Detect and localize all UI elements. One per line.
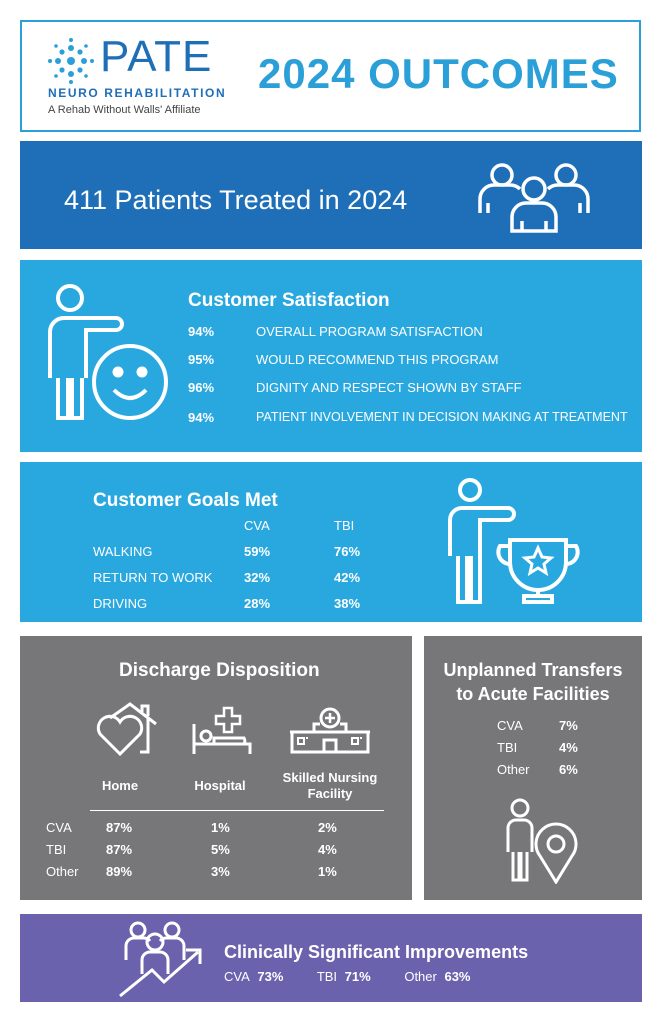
satisfaction-pct: 96% — [188, 380, 215, 395]
discharge-label: Other — [46, 864, 79, 879]
discharge-hospital-value: 1% — [211, 820, 230, 835]
patients-treated-panel: 411 Patients Treated in 2024 — [20, 141, 642, 249]
discharge-disposition-panel: Discharge Disposition Home Hospital Skil… — [20, 636, 412, 900]
clinical-value: 63% — [444, 969, 471, 984]
satisfaction-pct: 94% — [188, 410, 215, 425]
customer-goals-title: Customer Goals Met — [93, 490, 278, 511]
group-with-rising-arrow-icon — [119, 921, 202, 998]
transfers-label: TBI — [497, 740, 518, 755]
transfers-value: 6% — [559, 762, 578, 777]
discharge-snf-value: 4% — [318, 842, 337, 857]
clinical-value: 71% — [344, 969, 371, 984]
satisfaction-label: PATIENT INVOLVEMENT IN DECISION MAKING A… — [256, 410, 628, 424]
goals-tbi-value: 42% — [334, 570, 361, 585]
logo-subtitle: NEURO REHABILITATION — [48, 86, 227, 100]
transfers-title-line2: to Acute Facilities — [456, 684, 610, 704]
goals-label: RETURN TO WORK — [93, 570, 213, 585]
clinical-label: TBI — [316, 969, 338, 984]
discharge-col-snf: Skilled Nursing Facility — [282, 770, 378, 801]
discharge-home-value: 89% — [106, 864, 133, 879]
unplanned-transfers-title: Unplanned Transfers to Acute Facilities — [424, 658, 642, 706]
goals-cva-value: 32% — [244, 570, 271, 585]
goals-cva-value: 28% — [244, 596, 271, 611]
customer-satisfaction-title: Customer Satisfaction — [188, 290, 390, 311]
person-with-trophy-icon — [448, 478, 580, 604]
clinical-improvements-panel: Clinically Significant Improvements CVA … — [20, 914, 642, 1002]
goals-col-tbi: TBI — [334, 518, 355, 533]
snowflake-logo-icon — [48, 38, 94, 84]
clinical-label: Other — [404, 969, 437, 984]
clinical-value: 73% — [257, 969, 284, 984]
hospital-bed-icon — [192, 706, 252, 754]
satisfaction-pct: 95% — [188, 352, 215, 367]
goals-label: DRIVING — [93, 596, 148, 611]
logo-tagline: A Rehab Without Walls' Affiliate — [48, 104, 201, 116]
customer-satisfaction-panel: Customer Satisfaction 94% OVERALL PROGRA… — [20, 260, 642, 452]
discharge-disposition-title: Discharge Disposition — [119, 660, 320, 681]
satisfaction-label: WOULD RECOMMEND THIS PROGRAM — [256, 352, 499, 367]
goals-tbi-value: 76% — [334, 544, 361, 559]
discharge-label: TBI — [46, 842, 67, 857]
transfers-label: CVA — [497, 718, 523, 733]
transfers-value: 4% — [559, 740, 578, 755]
discharge-home-value: 87% — [106, 820, 133, 835]
satisfaction-pct: 94% — [188, 324, 215, 339]
goals-tbi-value: 38% — [334, 596, 361, 611]
discharge-divider — [90, 810, 384, 811]
discharge-home-value: 87% — [106, 842, 133, 857]
clinical-improvements-values: CVA 73% TBI 71% Other 63% — [224, 969, 501, 984]
discharge-col-hospital: Hospital — [194, 778, 246, 793]
person-with-location-pin-icon — [506, 798, 578, 884]
goals-cva-value: 59% — [244, 544, 271, 559]
transfers-label: Other — [497, 762, 530, 777]
unplanned-transfers-panel: Unplanned Transfers to Acute Facilities … — [424, 636, 642, 900]
discharge-snf-value: 1% — [318, 864, 337, 879]
clinical-improvements-title: Clinically Significant Improvements — [224, 942, 529, 962]
page-title: 2024 OUTCOMES — [258, 50, 619, 97]
customer-goals-panel: Customer Goals Met CVA TBI WALKING 59% 7… — [20, 462, 642, 622]
transfers-title-line1: Unplanned Transfers — [443, 660, 623, 680]
patients-treated-text: 411 Patients Treated in 2024 — [64, 185, 408, 215]
discharge-hospital-value: 5% — [211, 842, 230, 857]
transfers-value: 7% — [559, 718, 578, 733]
goals-col-cva: CVA — [244, 518, 270, 533]
discharge-label: CVA — [46, 820, 72, 835]
logo-wordmark: PATE — [100, 32, 213, 81]
goals-label: WALKING — [93, 544, 153, 559]
clinical-label: CVA — [224, 969, 250, 984]
house-with-heart-icon — [96, 702, 157, 757]
header-panel: PATE NEURO REHABILITATION A Rehab Withou… — [20, 20, 641, 132]
discharge-snf-value: 2% — [318, 820, 337, 835]
nursing-facility-icon — [290, 707, 370, 754]
group-of-people-icon — [478, 163, 590, 233]
discharge-col-home: Home — [101, 778, 139, 793]
satisfaction-label: DIGNITY AND RESPECT SHOWN BY STAFF — [256, 380, 522, 395]
satisfaction-label: OVERALL PROGRAM SATISFACTION — [256, 324, 483, 339]
person-with-smiley-icon — [48, 284, 168, 420]
discharge-hospital-value: 3% — [211, 864, 230, 879]
